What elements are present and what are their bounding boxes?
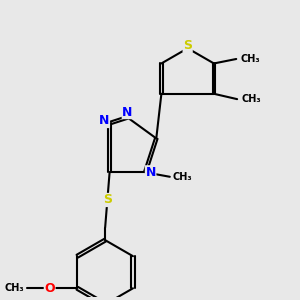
Text: CH₃: CH₃	[242, 94, 261, 104]
Text: CH₃: CH₃	[172, 172, 192, 182]
Text: N: N	[99, 115, 110, 128]
Text: O: O	[44, 282, 55, 295]
Text: CH₃: CH₃	[4, 283, 24, 293]
Text: N: N	[122, 106, 133, 118]
Text: CH₃: CH₃	[241, 54, 260, 64]
Text: S: S	[183, 39, 192, 52]
Text: N: N	[146, 166, 156, 179]
Text: S: S	[103, 194, 112, 206]
